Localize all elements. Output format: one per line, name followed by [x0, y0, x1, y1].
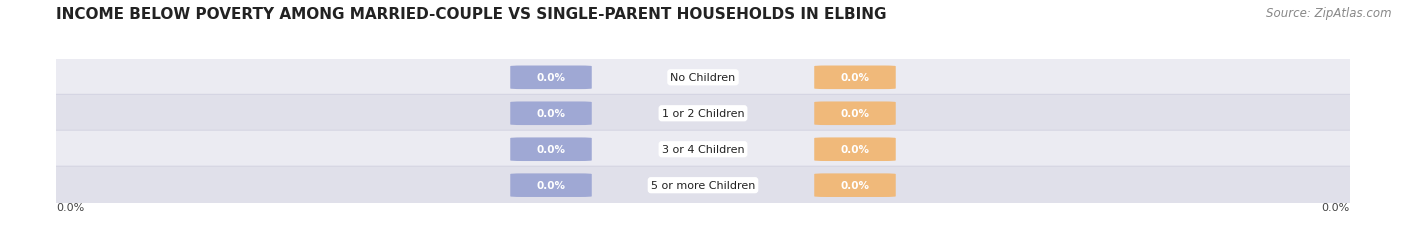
- FancyBboxPatch shape: [814, 102, 896, 125]
- FancyBboxPatch shape: [37, 59, 1369, 97]
- Text: 5 or more Children: 5 or more Children: [651, 180, 755, 190]
- Text: 0.0%: 0.0%: [841, 180, 869, 190]
- Text: 0.0%: 0.0%: [537, 145, 565, 155]
- FancyBboxPatch shape: [510, 102, 592, 125]
- Text: 1 or 2 Children: 1 or 2 Children: [662, 109, 744, 119]
- FancyBboxPatch shape: [814, 66, 896, 90]
- FancyBboxPatch shape: [37, 131, 1369, 169]
- Text: No Children: No Children: [671, 73, 735, 83]
- Text: 0.0%: 0.0%: [537, 180, 565, 190]
- FancyBboxPatch shape: [37, 166, 1369, 204]
- Text: 0.0%: 0.0%: [841, 145, 869, 155]
- FancyBboxPatch shape: [510, 66, 592, 90]
- FancyBboxPatch shape: [814, 138, 896, 161]
- Text: 0.0%: 0.0%: [56, 203, 84, 213]
- Text: 0.0%: 0.0%: [841, 109, 869, 119]
- Text: 0.0%: 0.0%: [1322, 203, 1350, 213]
- Text: 0.0%: 0.0%: [537, 73, 565, 83]
- Text: 3 or 4 Children: 3 or 4 Children: [662, 145, 744, 155]
- Text: 0.0%: 0.0%: [841, 73, 869, 83]
- Text: Source: ZipAtlas.com: Source: ZipAtlas.com: [1267, 7, 1392, 20]
- FancyBboxPatch shape: [37, 95, 1369, 133]
- Text: 0.0%: 0.0%: [537, 109, 565, 119]
- FancyBboxPatch shape: [510, 174, 592, 197]
- Text: INCOME BELOW POVERTY AMONG MARRIED-COUPLE VS SINGLE-PARENT HOUSEHOLDS IN ELBING: INCOME BELOW POVERTY AMONG MARRIED-COUPL…: [56, 7, 887, 22]
- FancyBboxPatch shape: [814, 174, 896, 197]
- FancyBboxPatch shape: [510, 138, 592, 161]
